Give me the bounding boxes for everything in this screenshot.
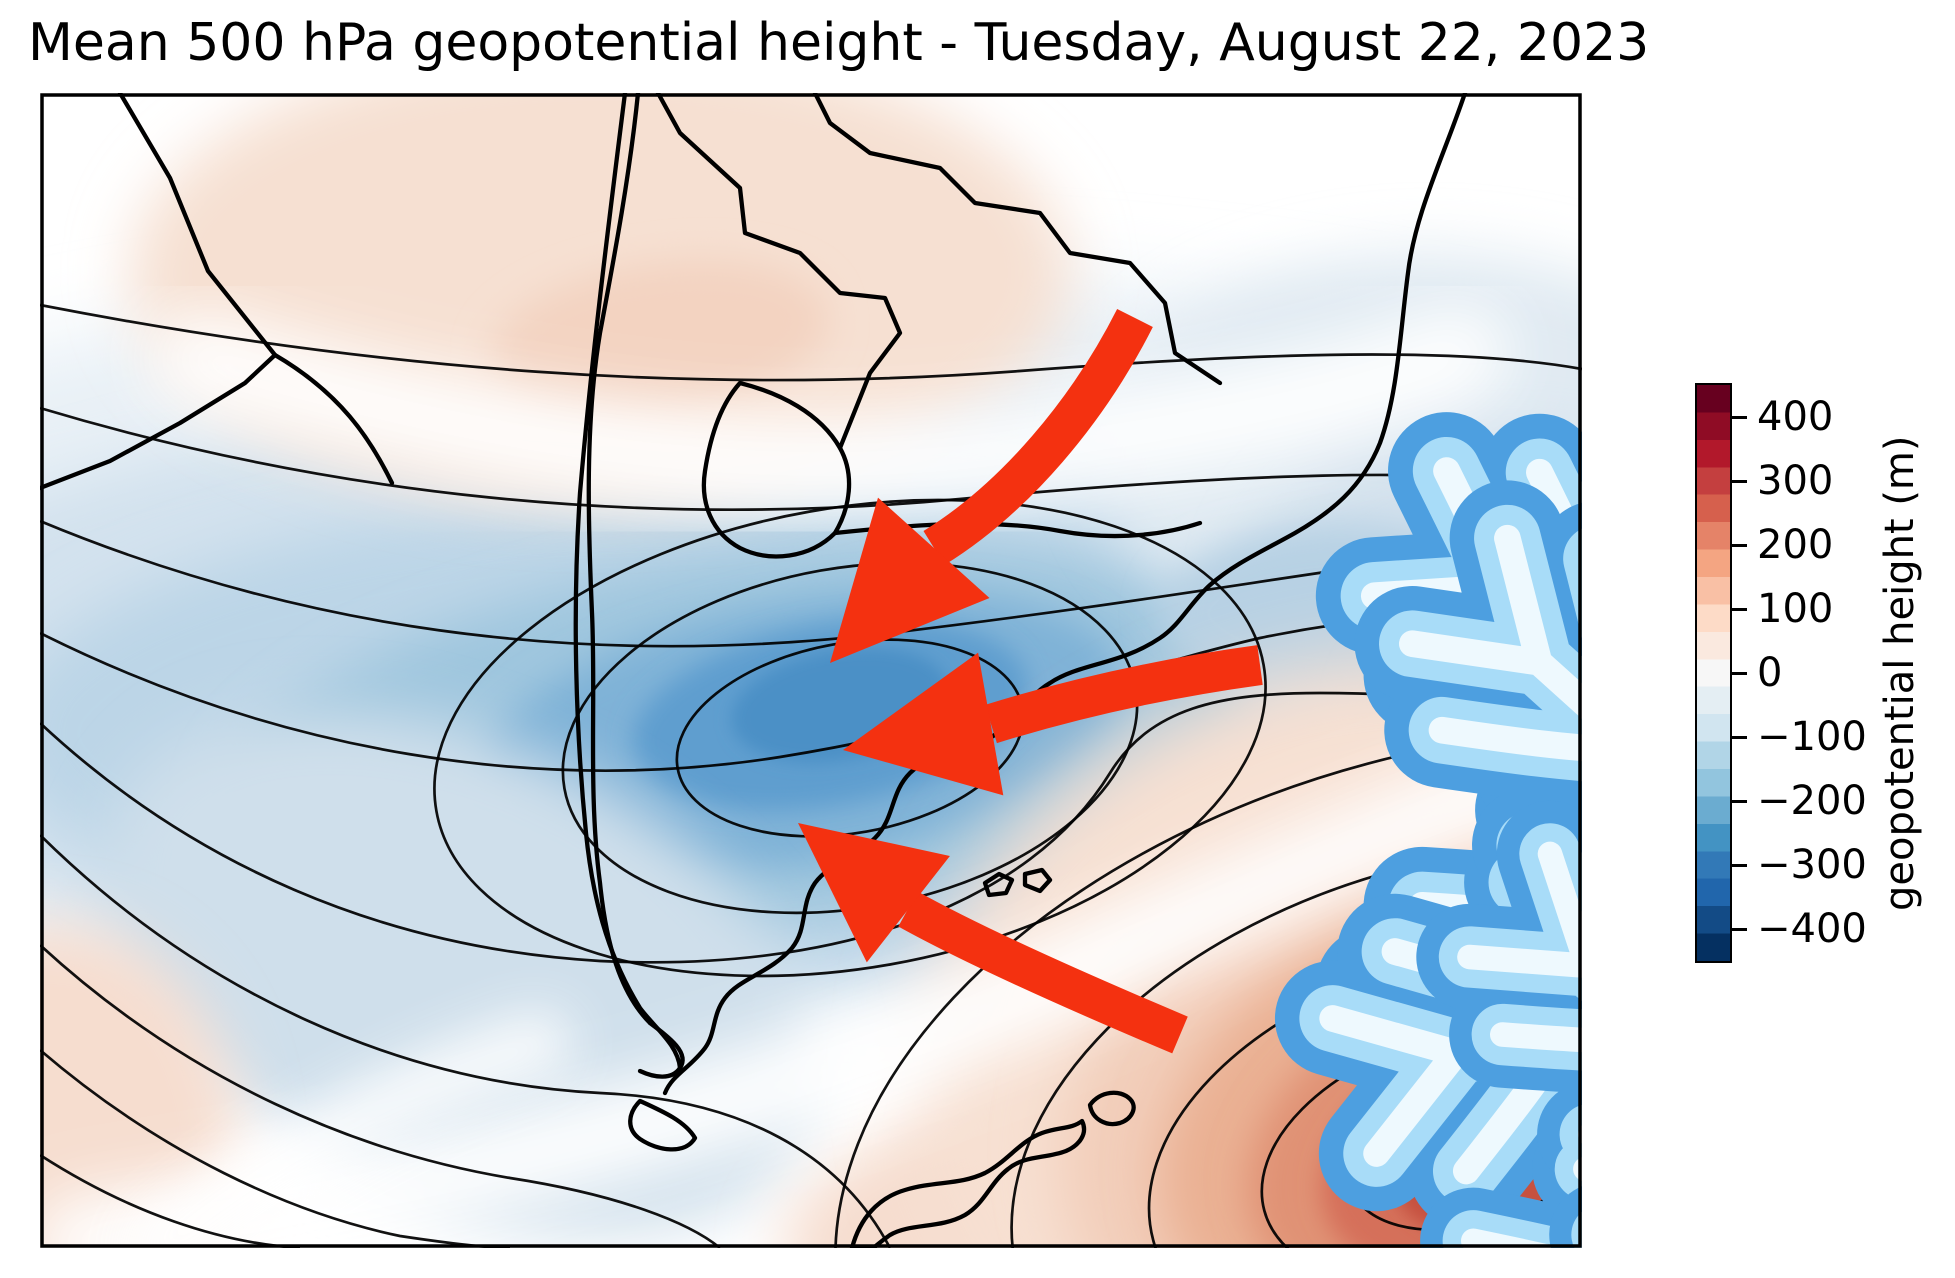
advection-arrow-head bbox=[830, 497, 990, 663]
colorbar-tick-mark bbox=[1732, 543, 1747, 547]
colorbar-tick-mark bbox=[1732, 479, 1747, 483]
figure-title: Mean 500 hPa geopotential height - Tuesd… bbox=[28, 13, 1650, 73]
colorbar-tick-mark bbox=[1732, 671, 1747, 675]
colorbar-tick-mark bbox=[1732, 735, 1747, 739]
colorbar-tick-label: 300 bbox=[1757, 458, 1834, 504]
colorbar-tick-label: −400 bbox=[1757, 906, 1867, 952]
colorbar-tick-label: 0 bbox=[1757, 650, 1783, 696]
colorbar-tick-label: −100 bbox=[1757, 714, 1867, 760]
map-frame bbox=[40, 93, 1582, 1248]
colorbar-gradient bbox=[1695, 383, 1732, 963]
advection-arrow-head bbox=[798, 823, 950, 963]
advection-arrow-tail bbox=[985, 645, 1263, 744]
colorbar-tick-label: −200 bbox=[1757, 778, 1867, 824]
colorbar-ticks: 400 300 200 100 0 −100 −200 −300 −400 bbox=[1732, 385, 1892, 961]
advection-arrow-tail bbox=[898, 891, 1188, 1054]
advection-arrow-tail bbox=[923, 308, 1153, 566]
colorbar-tick-label: 100 bbox=[1757, 586, 1834, 632]
colorbar-axis-label: geopotential height (m) bbox=[1877, 435, 1923, 911]
map-panel bbox=[40, 93, 1582, 1248]
advection-arrow-head bbox=[843, 652, 1004, 796]
advection-arrows-layer bbox=[798, 308, 1263, 1054]
colorbar-tick-label: 200 bbox=[1757, 522, 1834, 568]
colorbar-tick-mark bbox=[1732, 927, 1747, 931]
colorbar-tick-label: 400 bbox=[1757, 394, 1834, 440]
colorbar-tick-mark bbox=[1732, 799, 1747, 803]
colorbar-tick-mark bbox=[1732, 415, 1747, 419]
colorbar-tick-label: −300 bbox=[1757, 842, 1867, 888]
colorbar-tick-mark bbox=[1732, 607, 1747, 611]
colorbar-tick-mark bbox=[1732, 863, 1747, 867]
